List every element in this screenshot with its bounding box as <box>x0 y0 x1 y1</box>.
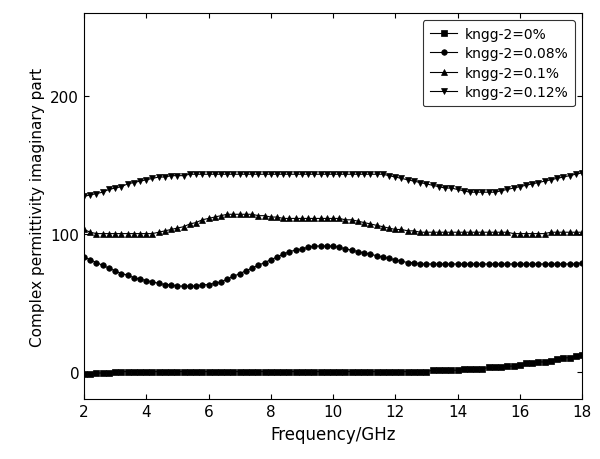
kngg-2=0.1% <box>367 222 374 227</box>
kngg-2=0.1% <box>93 231 100 237</box>
kngg-2=0% <box>578 353 586 358</box>
Line: kngg-2=0%: kngg-2=0% <box>81 353 585 377</box>
kngg-2=0.12% <box>448 186 455 191</box>
kngg-2=0.08% <box>497 262 505 267</box>
kngg-2=0% <box>392 369 399 375</box>
kngg-2=0.12% <box>510 186 517 191</box>
kngg-2=0.1% <box>497 230 505 235</box>
kngg-2=0.1% <box>404 229 412 234</box>
kngg-2=0% <box>510 364 517 369</box>
kngg-2=0.08% <box>311 244 318 249</box>
Legend: kngg-2=0%, kngg-2=0.08%, kngg-2=0.1%, kngg-2=0.12%: kngg-2=0%, kngg-2=0.08%, kngg-2=0.1%, kn… <box>422 21 575 107</box>
kngg-2=0.12% <box>529 182 536 187</box>
kngg-2=0.1% <box>80 227 88 233</box>
kngg-2=0.12% <box>80 194 88 200</box>
Line: kngg-2=0.08%: kngg-2=0.08% <box>81 244 585 289</box>
kngg-2=0.12% <box>355 172 362 178</box>
kngg-2=0.12% <box>392 175 399 180</box>
kngg-2=0% <box>355 369 362 375</box>
kngg-2=0% <box>485 365 492 370</box>
kngg-2=0.1% <box>541 231 548 237</box>
Line: kngg-2=0.1%: kngg-2=0.1% <box>81 212 585 237</box>
kngg-2=0.12% <box>485 190 492 196</box>
kngg-2=0.12% <box>578 171 586 176</box>
kngg-2=0.08% <box>541 262 548 267</box>
kngg-2=0.1% <box>460 230 467 235</box>
kngg-2=0.08% <box>404 260 412 266</box>
kngg-2=0% <box>448 368 455 373</box>
kngg-2=0.1% <box>578 230 586 235</box>
Y-axis label: Complex permittivity imaginary part: Complex permittivity imaginary part <box>30 67 45 346</box>
kngg-2=0% <box>529 361 536 366</box>
kngg-2=0.1% <box>523 231 530 237</box>
kngg-2=0.08% <box>460 262 467 267</box>
kngg-2=0.08% <box>367 252 374 257</box>
kngg-2=0.08% <box>523 262 530 267</box>
X-axis label: Frequency/GHz: Frequency/GHz <box>270 425 396 442</box>
kngg-2=0% <box>80 372 88 377</box>
kngg-2=0.1% <box>224 212 231 218</box>
kngg-2=0.08% <box>80 255 88 260</box>
kngg-2=0.08% <box>578 260 586 266</box>
kngg-2=0.08% <box>174 284 181 289</box>
Line: kngg-2=0.12%: kngg-2=0.12% <box>81 171 585 200</box>
